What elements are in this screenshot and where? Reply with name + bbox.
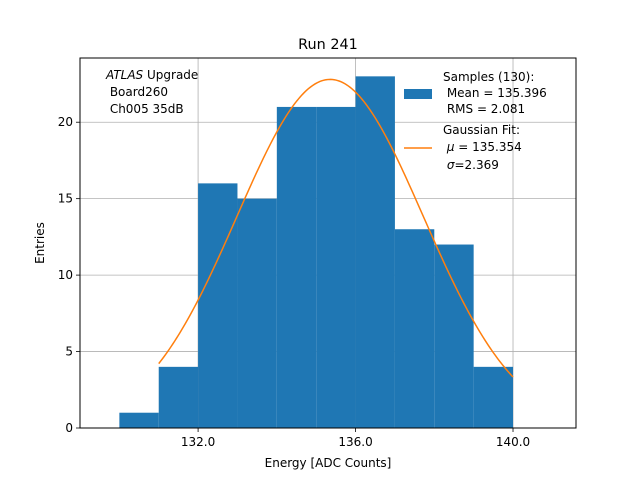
histogram-bar <box>473 366 514 428</box>
histogram-bar <box>237 198 277 428</box>
mu-symbol: μ <box>446 140 455 154</box>
histogram-bar <box>119 412 159 428</box>
y-tick-label: 0 <box>65 421 73 435</box>
y-axis-label: Entries <box>33 222 47 264</box>
histogram-bar <box>355 76 395 428</box>
legend-samples-rms: RMS = 2.081 <box>443 102 525 116</box>
y-tick-label: 10 <box>58 268 73 282</box>
y-tick-label: 20 <box>58 115 73 129</box>
x-tick-label: 140.0 <box>496 435 530 449</box>
atlas-annotation-line2: Board260 <box>106 85 168 99</box>
histogram-bar <box>316 106 356 428</box>
x-tick-label: 132.0 <box>181 435 215 449</box>
histogram-bars <box>119 76 514 428</box>
legend-samples-patch <box>404 89 432 99</box>
histogram-bar <box>434 244 474 428</box>
y-tick-label: 5 <box>65 345 73 359</box>
y-tick-label: 15 <box>58 192 73 206</box>
atlas-annotation-line3: Ch005 35dB <box>106 102 184 116</box>
x-axis: 132.0 136.0 140.0 <box>181 428 530 449</box>
atlas-annotation-line1: ATLAS Upgrade <box>105 68 198 82</box>
legend-samples-mean: Mean = 135.396 <box>443 86 547 100</box>
chart-title: Run 241 <box>298 37 358 53</box>
x-axis-label: Energy [ADC Counts] <box>265 456 392 470</box>
histogram-bar <box>198 183 238 428</box>
gaussian-fit-curve <box>158 78 514 378</box>
fit-layer <box>158 78 514 378</box>
plot-frame <box>79 57 577 429</box>
mu-value: = 135.354 <box>454 140 521 154</box>
upgrade-label: Upgrade <box>143 68 198 82</box>
histogram-bar <box>276 106 317 428</box>
sigma-value: =2.369 <box>454 158 498 172</box>
histogram-bar <box>158 366 199 428</box>
legend-fit-sigma: σ=2.369 <box>443 158 499 172</box>
legend: Samples (130): Mean = 135.396 RMS = 2.08… <box>404 70 547 172</box>
legend-fit-label: Gaussian Fit: <box>443 123 520 137</box>
y-axis: 0 5 10 15 20 <box>58 115 80 435</box>
legend-fit-mu: μ = 135.354 <box>443 140 522 154</box>
atlas-label: ATLAS <box>105 68 144 82</box>
sigma-symbol: σ <box>447 158 455 172</box>
histogram-bar <box>394 229 435 428</box>
x-tick-label: 136.0 <box>338 435 372 449</box>
legend-samples-label: Samples (130): <box>443 70 534 84</box>
